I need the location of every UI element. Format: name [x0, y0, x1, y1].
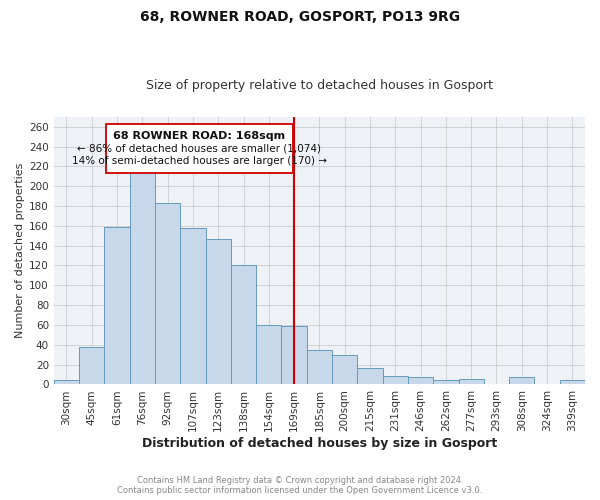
- Bar: [332, 354, 358, 384]
- Bar: [206, 238, 231, 384]
- Bar: [155, 203, 180, 384]
- Bar: [383, 376, 408, 384]
- Bar: [231, 266, 256, 384]
- Bar: [180, 228, 206, 384]
- Bar: [458, 378, 484, 384]
- Bar: [408, 376, 433, 384]
- Text: Contains HM Land Registry data © Crown copyright and database right 2024.
Contai: Contains HM Land Registry data © Crown c…: [118, 476, 482, 495]
- Text: 68 ROWNER ROAD: 168sqm: 68 ROWNER ROAD: 168sqm: [113, 131, 285, 141]
- Title: Size of property relative to detached houses in Gosport: Size of property relative to detached ho…: [146, 79, 493, 92]
- Y-axis label: Number of detached properties: Number of detached properties: [15, 163, 25, 338]
- Bar: [281, 326, 307, 384]
- Bar: [130, 168, 155, 384]
- Bar: [433, 380, 458, 384]
- Bar: [509, 376, 535, 384]
- Text: 14% of semi-detached houses are larger (170) →: 14% of semi-detached houses are larger (…: [72, 156, 327, 166]
- Bar: [104, 227, 130, 384]
- Bar: [307, 350, 332, 384]
- Bar: [54, 380, 79, 384]
- Text: ← 86% of detached houses are smaller (1,074): ← 86% of detached houses are smaller (1,…: [77, 144, 321, 154]
- Text: 68, ROWNER ROAD, GOSPORT, PO13 9RG: 68, ROWNER ROAD, GOSPORT, PO13 9RG: [140, 10, 460, 24]
- FancyBboxPatch shape: [106, 124, 293, 174]
- Bar: [560, 380, 585, 384]
- Bar: [256, 325, 281, 384]
- X-axis label: Distribution of detached houses by size in Gosport: Distribution of detached houses by size …: [142, 437, 497, 450]
- Bar: [358, 368, 383, 384]
- Bar: [79, 347, 104, 385]
